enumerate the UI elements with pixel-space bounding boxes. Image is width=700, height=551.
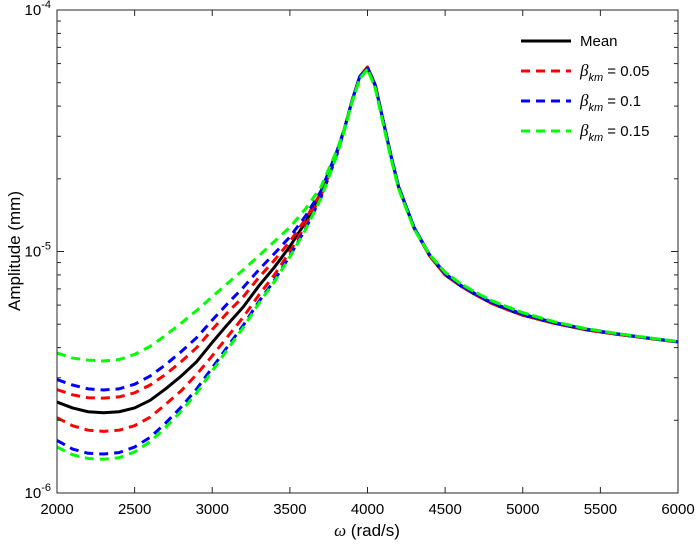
series-line-6: [56, 67, 679, 461]
legend-label: βkm = 0.1: [579, 91, 641, 114]
y-tick-label: 10-4: [25, 0, 51, 19]
legend-label: βkm = 0.15: [579, 121, 649, 144]
x-axis: 2000 2500 3000 3500 4000 4500 5000 5500 6000: [40, 10, 695, 518]
x-tick-label: 4000: [351, 501, 384, 518]
series-layer: [56, 65, 679, 461]
y-tick-label: 10-6: [25, 482, 51, 502]
x-axis-label-unit: (rad/s): [346, 521, 400, 540]
x-tick-label: 3500: [273, 501, 306, 518]
x-axis-label-symbol: ω: [334, 521, 346, 540]
x-tick-label: 4500: [428, 501, 461, 518]
legend: Mean βkm = 0.05 βkm = 0.1 βkm = 0.15: [510, 26, 670, 148]
x-axis-label: ω (rad/s): [334, 521, 400, 540]
series-line-3: [56, 66, 679, 392]
y-axis-label: Amplitude (mm): [5, 191, 24, 311]
x-tick-label: 3000: [196, 501, 229, 518]
x-tick-label: 2500: [118, 501, 151, 518]
x-tick-label: 2000: [40, 501, 73, 518]
legend-label: βkm = 0.05: [579, 61, 649, 84]
legend-label: Mean: [580, 33, 618, 50]
y-axis: 10-6 10-5 10-4: [25, 0, 678, 502]
legend-box: [510, 26, 670, 148]
x-tick-label: 5500: [584, 501, 617, 518]
x-tick-label: 6000: [661, 501, 694, 518]
x-tick-label: 5000: [506, 501, 539, 518]
y-tick-label: 10-5: [25, 241, 51, 261]
